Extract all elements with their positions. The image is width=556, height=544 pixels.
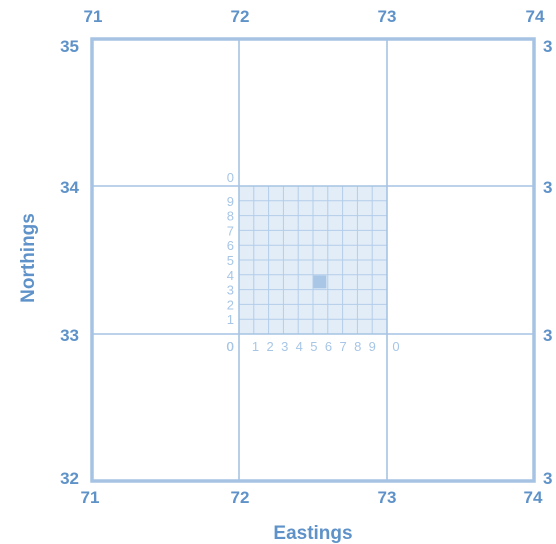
sub-northing-digit: 3 <box>227 283 234 298</box>
sub-northing-digit: 0 <box>227 339 234 354</box>
sub-easting-digit: 1 <box>252 339 259 354</box>
sub-northing-digit: 4 <box>227 268 234 283</box>
easting-label-bottom: 73 <box>378 488 397 507</box>
subdivision-lines <box>239 186 387 334</box>
northings-title: Northings <box>18 213 39 303</box>
enlarged-grid-square <box>239 186 387 334</box>
northing-label-right: 3 <box>543 37 552 56</box>
easting-label-top: 71 <box>84 7 103 26</box>
easting-label-top: 73 <box>378 7 397 26</box>
sub-easting-digit: 0 <box>392 339 399 354</box>
sub-northing-digit: 5 <box>227 253 234 268</box>
sub-easting-digit: 8 <box>354 339 361 354</box>
sub-northing-digit: 8 <box>227 209 234 224</box>
major-grid-lines <box>92 39 534 481</box>
easting-label-top: 72 <box>231 7 250 26</box>
sub-northing-digit: 7 <box>227 223 234 238</box>
sub-easting-digit: 5 <box>310 339 317 354</box>
northing-label-left: 34 <box>60 178 79 197</box>
sub-northing-digit: 9 <box>227 194 234 209</box>
map-frame <box>90 37 536 483</box>
northing-label-left: 33 <box>60 326 79 345</box>
marked-point <box>313 275 327 289</box>
sub-northing-digit: 6 <box>227 238 234 253</box>
northing-label-left: 32 <box>60 469 79 488</box>
easting-label-bottom: 71 <box>81 488 100 507</box>
sub-easting-digit: 4 <box>296 339 303 354</box>
easting-label-top: 74 <box>526 7 545 26</box>
sub-easting-digit: 9 <box>369 339 376 354</box>
northing-label-left: 35 <box>60 37 79 56</box>
sub-easting-digit: 7 <box>339 339 346 354</box>
sub-easting-digit: 6 <box>325 339 332 354</box>
northing-label-right: 3 <box>543 326 552 345</box>
easting-label-bottom: 74 <box>524 488 543 507</box>
sub-easting-digit: 2 <box>266 339 273 354</box>
easting-labels-bottom: 71 72 73 74 <box>81 488 543 507</box>
easting-labels-top: 71 72 73 74 <box>84 7 545 26</box>
sub-easting-digit: 0 <box>226 339 233 354</box>
sub-northing-digit: 1 <box>227 312 234 327</box>
sub-easting-digit: 3 <box>281 339 288 354</box>
easting-label-bottom: 72 <box>231 488 250 507</box>
northing-labels-left: 35 34 33 32 <box>60 37 79 488</box>
sub-northing-digit: 0 <box>227 170 234 185</box>
eastings-title: Eastings <box>273 523 352 544</box>
northing-label-right: 3 <box>543 469 552 488</box>
sub-northing-digit: 2 <box>227 297 234 312</box>
northing-labels-right: 3 3 3 3 <box>543 37 552 488</box>
northing-label-right: 3 <box>543 178 552 197</box>
